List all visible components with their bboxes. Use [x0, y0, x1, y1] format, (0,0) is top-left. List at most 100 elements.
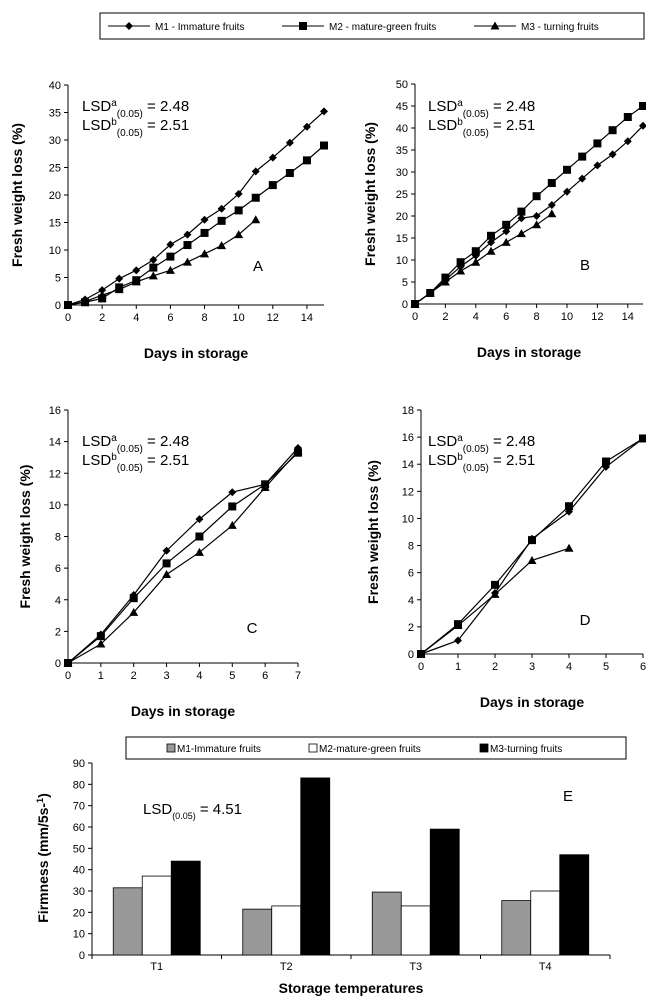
x-tick-label: 6: [503, 311, 509, 323]
data-point-square: [547, 179, 556, 187]
top-legend-box: [99, 12, 645, 40]
bar: [170, 860, 201, 956]
lsd-a-annotation: LSDa(0.05) = 2.48: [428, 433, 535, 455]
data-point-diamond: [115, 274, 124, 283]
data-point-square: [195, 532, 204, 541]
bar: [300, 777, 331, 956]
x-tick-label: 12: [591, 311, 603, 323]
y-tick-label: 6: [55, 563, 61, 575]
x-tick-label: T4: [539, 961, 552, 973]
x-tick-label: 4: [196, 670, 202, 682]
data-point-diamond: [132, 266, 141, 275]
y-axis-title: Fresh weight loss (%): [17, 465, 33, 609]
y-tick-label: 30: [49, 135, 61, 147]
bar-legend-label-m1: M1-Immature fruits: [177, 744, 261, 755]
y-tick-label: 0: [79, 950, 85, 962]
legend-swatch-m3: [479, 743, 489, 753]
data-point-triangle: [234, 230, 244, 239]
data-point-triangle: [471, 257, 481, 266]
y-tick-label: 0: [55, 658, 61, 670]
y-tick-label: 16: [402, 432, 414, 444]
legend-label-m3: M3 - turning fruits: [521, 22, 599, 33]
data-point-diamond: [532, 212, 541, 220]
x-tick-label: 8: [201, 312, 207, 324]
x-tick-label: 2: [492, 661, 498, 673]
y-tick-label: 8: [55, 532, 61, 544]
data-point-triangle: [63, 300, 73, 309]
data-point-square: [528, 536, 536, 545]
data-point-square: [565, 502, 573, 511]
y-tick-label: 45: [396, 101, 408, 113]
panel-letter: D: [580, 612, 591, 629]
x-tick-label: 4: [566, 661, 572, 673]
y-tick-label: 12: [49, 468, 61, 480]
data-point-triangle: [410, 299, 420, 308]
x-tick-label: 1: [98, 670, 104, 682]
data-point-triangle: [80, 297, 90, 306]
data-point-square: [183, 241, 192, 250]
data-point-triangle: [490, 589, 500, 598]
bar: [530, 890, 561, 956]
y-tick-label: 50: [396, 79, 408, 91]
y-tick-label: 0: [402, 299, 408, 311]
x-axis-title: Days in storage: [477, 344, 581, 360]
series-line: [67, 145, 325, 306]
data-point-square: [320, 141, 328, 150]
data-point-triangle: [532, 220, 542, 229]
x-tick-label: 5: [603, 661, 609, 673]
x-tick-label: 8: [534, 311, 540, 323]
lsd-b-annotation: LSDb(0.05) = 2.51: [428, 452, 535, 474]
chart-panel-a: 0 5 10 15 20 25 30 35 40 0 2 4 6 8 10 12 14 Days in stora…: [9, 80, 328, 361]
y-tick-label: 4: [408, 595, 414, 607]
x-tick-label: 14: [301, 312, 313, 324]
data-point-diamond: [639, 121, 646, 130]
data-point-triangle: [97, 290, 107, 299]
bar: [559, 854, 590, 956]
panel-letter: A: [253, 258, 263, 275]
data-point-diamond: [578, 174, 587, 183]
x-tick-label: 6: [167, 312, 173, 324]
x-axis-title: Days in storage: [131, 703, 235, 719]
data-point-square: [285, 169, 294, 177]
y-tick-label: 40: [73, 865, 85, 877]
y-tick-label: 10: [402, 513, 414, 525]
y-tick-label: 35: [49, 108, 61, 120]
data-point-triangle: [194, 547, 204, 556]
panel-letter: C: [247, 620, 258, 637]
x-tick-label: 10: [233, 312, 245, 324]
data-point-square: [517, 207, 526, 216]
x-tick-label: 3: [529, 661, 535, 673]
data-point-triangle: [456, 266, 466, 275]
data-point-triangle: [131, 277, 141, 286]
series-line: [67, 452, 299, 664]
y-tick-label: 10: [49, 245, 61, 257]
y-tick-label: 4: [55, 595, 61, 607]
bar: [242, 908, 273, 956]
lsd-a-annotation: LSDa(0.05) = 2.48: [82, 98, 189, 120]
data-point-square: [129, 594, 138, 603]
data-point-square: [608, 126, 617, 135]
panel-letter: E: [563, 788, 573, 805]
diamond-marker-icon: [125, 22, 133, 30]
x-tick-label: 1: [455, 661, 461, 673]
data-point-square: [502, 220, 511, 229]
data-point-diamond: [502, 227, 511, 236]
x-tick-label: 0: [412, 311, 418, 323]
data-point-square: [532, 192, 541, 201]
y-tick-label: 14: [49, 437, 61, 449]
y-axis-title: Fresh weight loss (%): [365, 460, 381, 604]
bar: [371, 891, 402, 956]
series-line: [414, 213, 553, 305]
data-point-square: [593, 139, 602, 148]
data-point-diamond: [228, 488, 237, 497]
data-point-triangle: [129, 607, 139, 616]
data-point-square: [200, 228, 209, 237]
bar-legend-label-m2: M2-mature-green fruits: [319, 744, 421, 755]
x-tick-label: T1: [150, 961, 163, 973]
data-point-triangle: [200, 249, 210, 258]
triangle-marker-icon: [490, 21, 500, 30]
data-point-square: [234, 206, 243, 215]
y-axis-title: Fresh weight loss (%): [362, 122, 378, 266]
x-tick-label: 2: [99, 312, 105, 324]
bar: [501, 900, 532, 956]
